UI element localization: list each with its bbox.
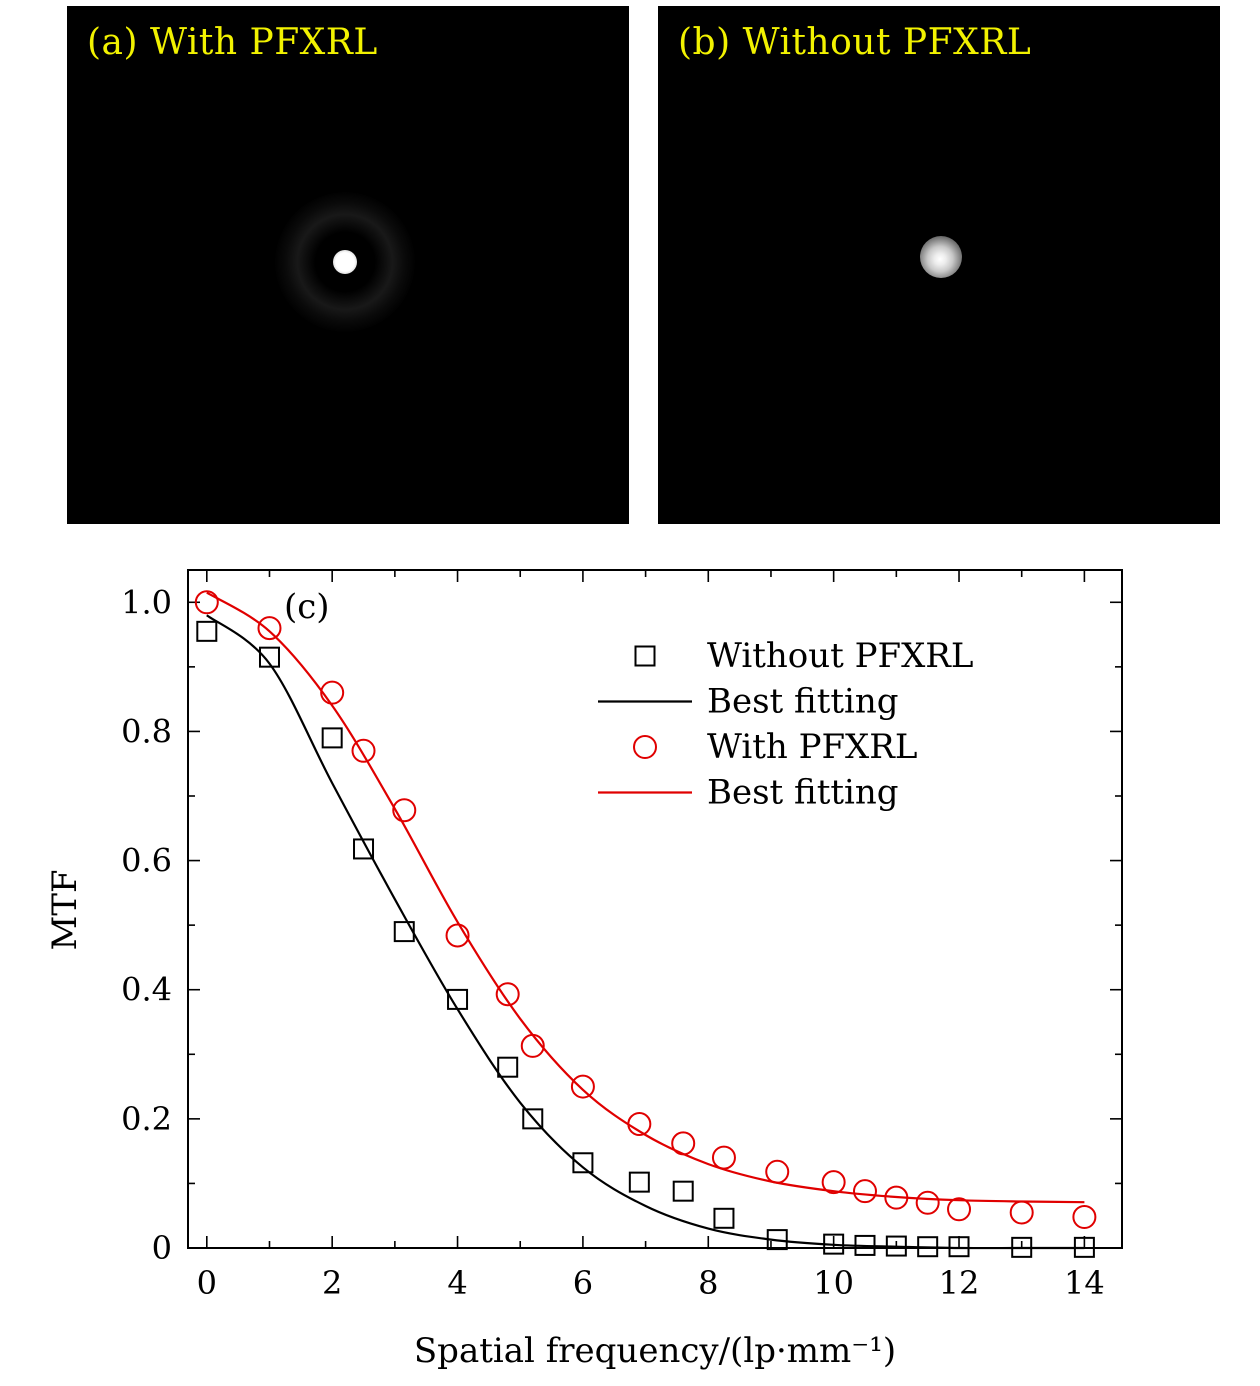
data-point-circle bbox=[1072, 1205, 1097, 1230]
x-tick-label: 6 bbox=[573, 1264, 593, 1302]
data-point-circle bbox=[627, 1112, 652, 1137]
y-tick-label: 0.4 bbox=[121, 971, 172, 1009]
y-axis-label: MTF bbox=[45, 869, 85, 950]
y-tick-label: 0 bbox=[152, 1229, 172, 1267]
data-point-square bbox=[823, 1233, 845, 1255]
data-point-square bbox=[393, 921, 415, 943]
x-tick-label: 12 bbox=[939, 1264, 980, 1302]
x-tick-label: 8 bbox=[698, 1264, 718, 1302]
x-tick-label: 0 bbox=[197, 1264, 217, 1302]
data-point-square bbox=[572, 1152, 594, 1174]
data-point-circle bbox=[520, 1033, 545, 1058]
data-point-circle bbox=[392, 798, 417, 823]
legend-label: Best fitting bbox=[707, 773, 899, 813]
fit-curve-series-1 bbox=[206, 614, 1085, 1250]
data-point-square bbox=[522, 1108, 544, 1130]
image-panel-without-pfxrl: (b) Without PFXRL bbox=[658, 6, 1220, 524]
legend-label: With PFXRL bbox=[707, 727, 917, 767]
data-point-square bbox=[854, 1234, 876, 1256]
data-point-circle bbox=[671, 1131, 696, 1156]
data-point-circle bbox=[947, 1197, 972, 1222]
data-point-square bbox=[353, 838, 375, 860]
x-tick-label: 10 bbox=[813, 1264, 854, 1302]
x-tick-label: 4 bbox=[447, 1264, 467, 1302]
y-tick-label: 0.6 bbox=[121, 842, 172, 880]
data-point-square bbox=[917, 1236, 939, 1258]
x-axis-label: Spatial frequency/(lp·mm⁻¹) bbox=[414, 1331, 896, 1371]
data-point-circle bbox=[821, 1170, 846, 1195]
focal-spot bbox=[920, 236, 962, 278]
data-point-square bbox=[713, 1207, 735, 1229]
data-point-square bbox=[321, 727, 343, 749]
image-panel-with-pfxrl: (a) With PFXRL bbox=[67, 6, 629, 524]
data-point-circle bbox=[351, 738, 376, 763]
data-point-square bbox=[258, 646, 280, 668]
mtf-chart: 0 2 4 6 8 10 12 14 0 0.2 0.4 0.6 0.8 1.0 Without PFXR… bbox=[45, 569, 1123, 1371]
legend-label: Best fitting bbox=[707, 682, 899, 722]
plot-frame bbox=[187, 569, 1123, 1249]
data-point-circle bbox=[570, 1074, 595, 1099]
data-point-square bbox=[885, 1235, 907, 1257]
data-point-circle bbox=[445, 923, 470, 948]
data-point-square bbox=[196, 620, 218, 642]
data-point-circle bbox=[711, 1145, 736, 1170]
data-point-square bbox=[447, 988, 469, 1010]
data-point-square bbox=[628, 1171, 650, 1193]
data-point-circle bbox=[915, 1190, 940, 1215]
panel-label-b: (b) Without PFXRL bbox=[678, 22, 1032, 63]
y-tick-label: 0.2 bbox=[121, 1100, 172, 1138]
data-point-circle bbox=[320, 680, 345, 705]
x-tick-label: 2 bbox=[322, 1264, 342, 1302]
legend-marker-circle bbox=[633, 735, 657, 759]
data-point-square bbox=[672, 1180, 694, 1202]
data-point-circle bbox=[852, 1179, 877, 1204]
panel-label-a: (a) With PFXRL bbox=[87, 22, 378, 63]
data-point-circle bbox=[1009, 1200, 1034, 1225]
y-tick-label: 1.0 bbox=[121, 583, 172, 621]
data-point-square bbox=[948, 1236, 970, 1258]
data-point-circle bbox=[257, 616, 282, 641]
data-point-circle bbox=[194, 590, 219, 615]
legend-label: Without PFXRL bbox=[707, 636, 973, 676]
data-point-square bbox=[1011, 1236, 1033, 1258]
data-point-square bbox=[766, 1229, 788, 1251]
data-point-square bbox=[1073, 1236, 1095, 1258]
panel-label-c: (c) bbox=[284, 587, 330, 627]
y-tick-label: 0.8 bbox=[121, 712, 172, 750]
x-tick-label: 14 bbox=[1064, 1264, 1105, 1302]
data-point-circle bbox=[495, 982, 520, 1007]
focal-spot bbox=[333, 250, 357, 274]
data-point-circle bbox=[884, 1185, 909, 1210]
data-point-circle bbox=[765, 1159, 790, 1184]
legend-marker-square bbox=[634, 645, 656, 667]
data-point-square bbox=[497, 1056, 519, 1078]
